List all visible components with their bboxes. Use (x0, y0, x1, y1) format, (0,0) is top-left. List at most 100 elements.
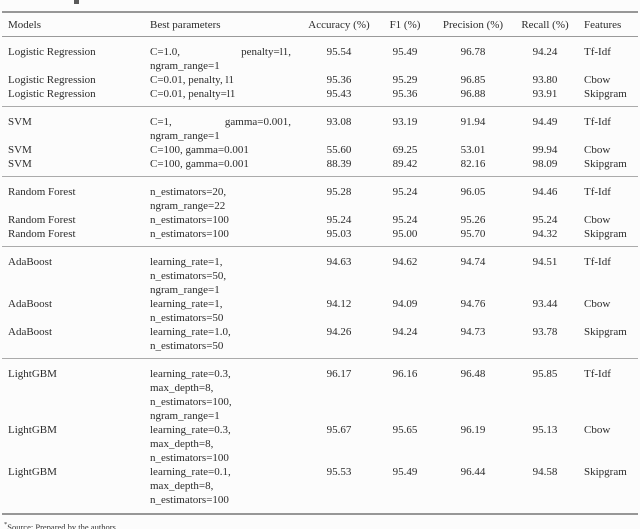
best-parameters: C=0.01, penalty=l1 (144, 87, 301, 107)
accuracy-value: 95.43 (326, 88, 352, 100)
accuracy-value: 95.36 (326, 74, 352, 86)
precision-value: 94.74 (460, 256, 486, 268)
features-value: Tf-Idf (584, 116, 611, 128)
table-row: Random Forest n_estimators=100 95.24 95.… (2, 213, 638, 227)
accuracy-value: 88.39 (326, 158, 352, 170)
precision-value: 96.78 (460, 46, 486, 58)
recall-value: 94.24 (532, 46, 558, 58)
footnote-marker: * (4, 521, 8, 528)
best-parameters: learning_rate=1, n_estimators=50, ngram_… (144, 247, 301, 298)
precision-value: 95.26 (460, 214, 486, 226)
table-row: SVM C=100, gamma=0.001 88.39 89.42 82.16… (2, 157, 638, 177)
param-line: n_estimators=100 (150, 452, 229, 464)
recall-value: 93.91 (532, 88, 558, 100)
recall-value: 99.94 (532, 144, 558, 156)
features-value: Skipgram (584, 326, 627, 338)
table-row: SVM C=1, gamma=0.001, ngram_range=1 93.08… (2, 107, 638, 144)
f1-value: 89.42 (392, 158, 418, 170)
model-name: AdaBoost (8, 298, 52, 310)
section-random-forest: Random Forest n_estimators=20, ngram_ran… (2, 176, 638, 247)
accuracy-value: 94.12 (326, 298, 352, 310)
precision-value: 96.05 (460, 186, 486, 198)
precision-value: 94.76 (460, 298, 486, 310)
f1-value: 95.24 (392, 186, 418, 198)
best-parameters: C=1, gamma=0.001, ngram_range=1 (144, 107, 301, 144)
model-name: LightGBM (8, 368, 57, 380)
best-parameters: C=100, gamma=0.001 (144, 157, 301, 177)
column-header-models: Models (8, 19, 41, 31)
f1-value: 95.49 (392, 46, 418, 58)
features-value: Tf-Idf (584, 46, 611, 58)
best-parameters: n_estimators=100 (144, 227, 301, 247)
recall-value: 95.85 (532, 368, 558, 380)
model-name: LightGBM (8, 424, 57, 436)
param-line: n_estimators=50 (150, 340, 224, 352)
table-row: LightGBM learning_rate=0.3, max_depth=8,… (2, 359, 638, 424)
section-svm: SVM C=1, gamma=0.001, ngram_range=1 93.08… (2, 106, 638, 177)
recall-value: 94.49 (532, 116, 558, 128)
model-name: AdaBoost (8, 326, 52, 338)
accuracy-value: 95.24 (326, 214, 352, 226)
features-value: Cbow (584, 298, 611, 310)
features-value: Cbow (584, 144, 611, 156)
precision-value: 82.16 (460, 158, 486, 170)
param-line: ngram_range=1 (150, 410, 220, 422)
f1-value: 94.24 (392, 326, 418, 338)
section-adaboost: AdaBoost learning_rate=1, n_estimators=5… (2, 246, 638, 359)
accuracy-value: 95.54 (326, 46, 352, 58)
precision-value: 96.48 (460, 368, 486, 380)
accuracy-value: 94.63 (326, 256, 352, 268)
model-name: Logistic Regression (8, 46, 96, 58)
table-row: SVM C=100, gamma=0.001 55.60 69.25 53.01… (2, 143, 638, 157)
column-header-accuracy: Accuracy (%) (308, 19, 370, 31)
features-value: Tf-Idf (584, 256, 611, 268)
precision-value: 96.88 (460, 88, 486, 100)
param-line: learning_rate=1.0, (150, 326, 231, 338)
f1-value: 95.49 (392, 466, 418, 478)
param-line: C=100, gamma=0.001 (150, 144, 249, 156)
param-line: C=0.01, penalty=l1 (150, 88, 236, 100)
param-line: n_estimators=100 (150, 494, 229, 506)
param-line: n_estimators=100 (150, 214, 229, 226)
recall-value: 93.44 (532, 298, 558, 310)
param-line: learning_rate=0.3, (150, 368, 231, 380)
best-parameters: n_estimators=100 (144, 213, 301, 227)
table-top-rule (2, 11, 638, 13)
param-line: ngram_range=1 (150, 284, 220, 296)
table-row: AdaBoost learning_rate=1, n_estimators=5… (2, 247, 638, 298)
features-value: Skipgram (584, 466, 627, 478)
param-line: learning_rate=1, (150, 298, 223, 310)
param-line: max_depth=8, (150, 438, 214, 450)
accuracy-value: 95.53 (326, 466, 352, 478)
precision-value: 91.94 (460, 116, 486, 128)
table-row: Random Forest n_estimators=100 95.03 95.… (2, 227, 638, 247)
table-row: Logistic Regression C=0.01, penalty, l1 … (2, 73, 638, 87)
table-row: Logistic Regression C=1.0, penalty=l1, ng… (2, 37, 638, 74)
accuracy-value: 96.17 (326, 368, 352, 380)
features-value: Cbow (584, 214, 611, 226)
param-segment: penalty=l1, (241, 46, 291, 58)
precision-value: 94.73 (460, 326, 486, 338)
recall-value: 94.58 (532, 466, 558, 478)
table-row: AdaBoost learning_rate=1.0, n_estimators… (2, 325, 638, 359)
features-value: Skipgram (584, 88, 627, 100)
table-row: LightGBM learning_rate=0.3, max_depth=8,… (2, 423, 638, 465)
param-line: n_estimators=50 (150, 312, 224, 324)
f1-value: 94.62 (392, 256, 418, 268)
best-parameters: learning_rate=1, n_estimators=50 (144, 297, 301, 325)
param-segment: gamma=0.001, (224, 116, 291, 128)
features-value: Skipgram (584, 228, 627, 240)
recall-value: 93.80 (532, 74, 558, 86)
best-parameters: C=1.0, penalty=l1, ngram_range=1 (144, 37, 301, 74)
column-header-f1: F1 (%) (389, 19, 421, 31)
recall-value: 93.78 (532, 326, 558, 338)
best-parameters: learning_rate=0.3, max_depth=8, n_estima… (144, 359, 301, 424)
recall-value: 94.51 (532, 256, 558, 268)
accuracy-value: 94.26 (326, 326, 352, 338)
best-parameters: learning_rate=0.3, max_depth=8, n_estima… (144, 423, 301, 465)
table-row: LightGBM learning_rate=0.1, max_depth=8,… (2, 465, 638, 513)
header-row: Models Best parameters Accuracy (%) F1 (… (2, 13, 638, 37)
model-name: Random Forest (8, 186, 76, 198)
param-line: n_estimators=50, (150, 270, 227, 282)
